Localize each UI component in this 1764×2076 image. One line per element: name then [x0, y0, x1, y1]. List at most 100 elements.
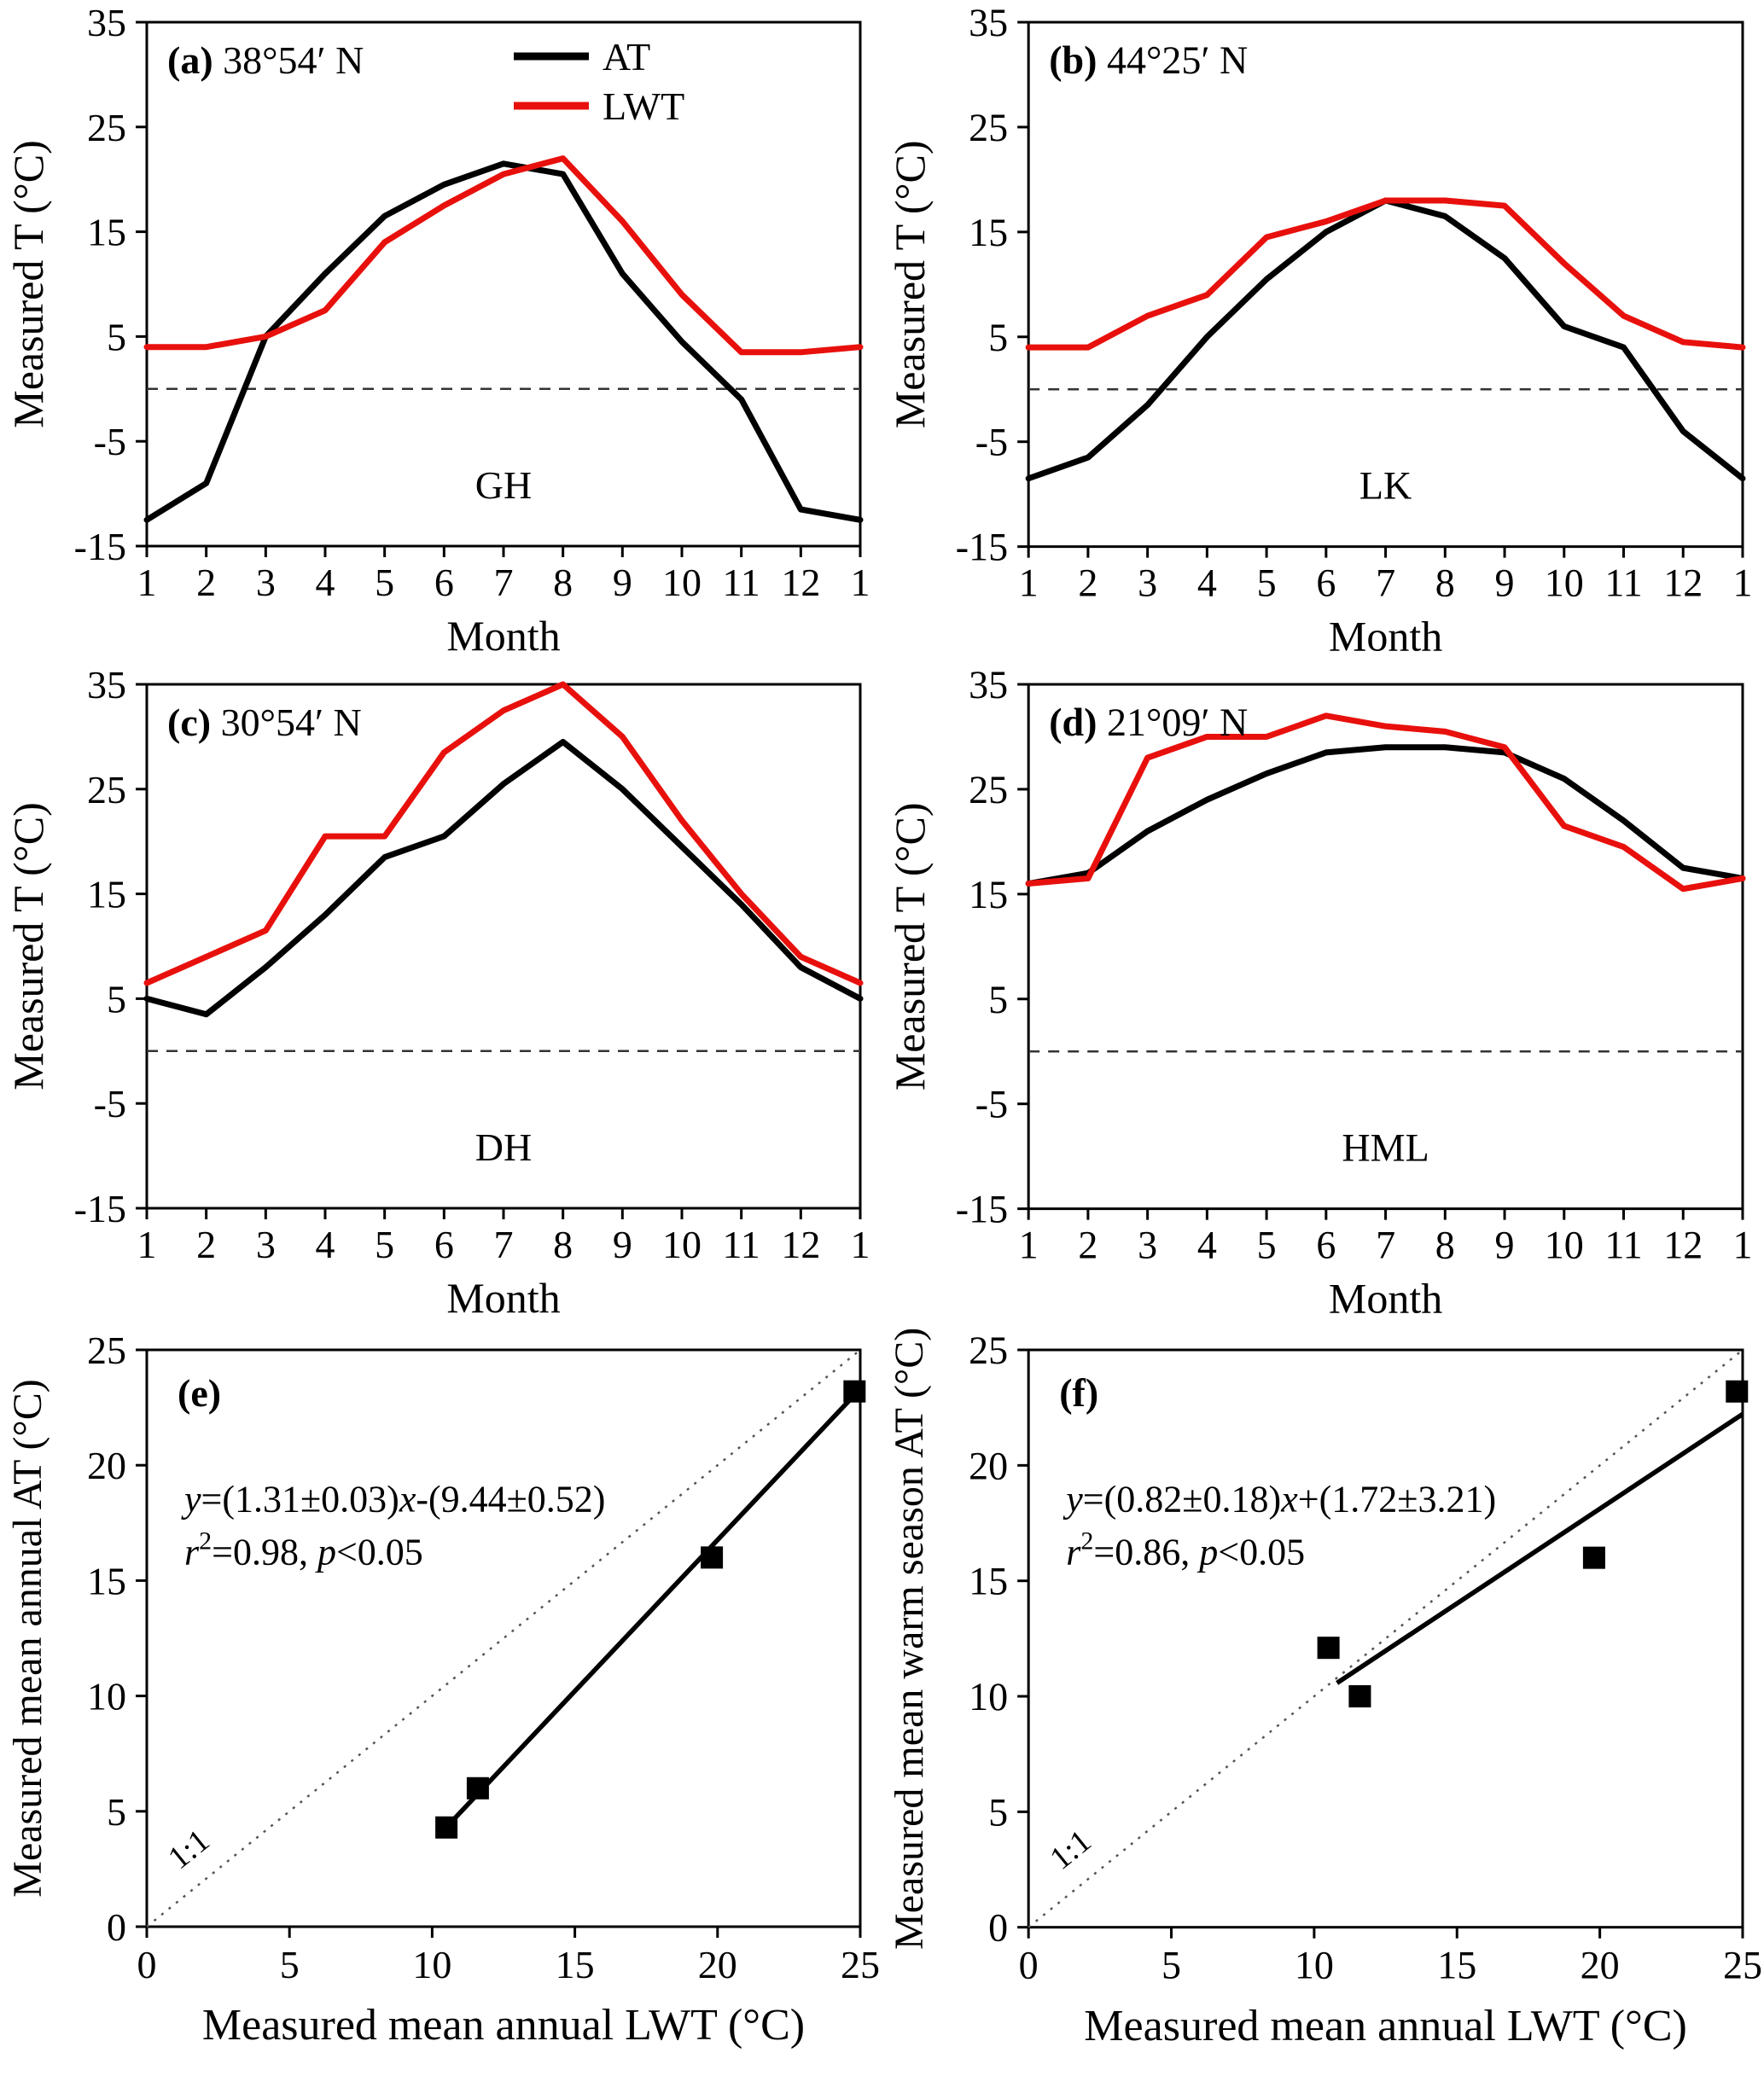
y-tick-label: 0 [107, 1905, 126, 1949]
x-tick-label: 25 [1723, 1943, 1762, 1986]
x-tick-label: 1 [1019, 561, 1039, 605]
x-tick-label: 25 [841, 1943, 880, 1986]
x-tick-label: 3 [1138, 1223, 1157, 1266]
y-tick-label: 15 [87, 211, 126, 254]
legend-label-lwt: LWT [603, 84, 684, 128]
x-tick-label: 7 [1376, 1223, 1395, 1266]
data-point [1318, 1637, 1340, 1659]
data-point [701, 1546, 723, 1568]
y-tick-label: 25 [87, 106, 126, 149]
y-tick-label: -5 [94, 1082, 126, 1125]
y-tick-label: 0 [988, 1905, 1008, 1949]
regression-equation: y=(1.31±0.03)x-(9.44±0.52) [181, 1478, 605, 1520]
x-tick-label: 12 [781, 561, 820, 604]
r-squared-text: r2=0.86, p<0.05 [1066, 1526, 1305, 1573]
x-tick-label: 0 [137, 1943, 157, 1986]
x-axis-label: Month [1329, 1274, 1442, 1322]
x-tick-label: 8 [553, 1223, 573, 1266]
x-tick-label: 5 [375, 1223, 394, 1266]
x-tick-label: 5 [280, 1943, 300, 1986]
x-tick-label: 11 [723, 561, 760, 604]
x-tick-label: 1 [1732, 561, 1752, 605]
y-tick-label: 15 [969, 1559, 1008, 1602]
y-tick-label: 5 [988, 1790, 1008, 1834]
y-tick-label: 5 [107, 315, 126, 358]
x-tick-label: 7 [494, 561, 514, 604]
x-tick-label: 4 [1197, 561, 1217, 605]
x-tick-label: 9 [613, 1223, 632, 1266]
x-tick-label: 8 [553, 561, 573, 604]
panel-label: (a) 38°54′ N [167, 38, 364, 82]
y-tick-label: 35 [87, 1, 126, 44]
x-tick-label: 7 [1376, 561, 1395, 605]
x-tick-label: 10 [1295, 1943, 1334, 1986]
y-tick-label: -15 [956, 1187, 1008, 1230]
y-tick-label: 20 [87, 1444, 126, 1487]
x-tick-label: 0 [1019, 1943, 1039, 1986]
x-tick-label: 15 [556, 1943, 595, 1986]
r-squared-text: r2=0.98, p<0.05 [184, 1526, 423, 1573]
x-tick-label: 1 [137, 561, 157, 604]
x-tick-label: 1 [1019, 1223, 1039, 1266]
x-tick-label: 4 [316, 561, 335, 604]
y-tick-label: 35 [969, 663, 1008, 707]
data-point [467, 1777, 489, 1799]
y-axis-label: Measured T (°C) [4, 802, 52, 1090]
x-tick-label: 6 [434, 1223, 454, 1266]
x-tick-label: 1 [851, 561, 870, 604]
x-tick-label: 6 [434, 561, 454, 604]
y-tick-label: -15 [956, 526, 1008, 569]
y-axis-label: Measured mean warm season AT (°C) [887, 1327, 932, 1949]
y-tick-label: 15 [969, 873, 1008, 916]
panel-label: (f) [1059, 1371, 1098, 1415]
data-point [1726, 1380, 1748, 1402]
y-tick-label: 35 [969, 1, 1008, 44]
x-tick-label: 10 [662, 561, 702, 604]
y-tick-label: 10 [969, 1675, 1008, 1718]
x-tick-label: 10 [1545, 1223, 1584, 1266]
y-axis-label: Measured T (°C) [886, 802, 934, 1090]
legend-label-at: AT [603, 35, 650, 79]
y-tick-label: 25 [969, 106, 1008, 149]
x-tick-label: 11 [1604, 561, 1642, 605]
y-tick-label: 10 [87, 1674, 126, 1718]
x-tick-label: 4 [1197, 1223, 1217, 1266]
x-tick-label: 5 [375, 561, 394, 604]
x-tick-label: 2 [1078, 561, 1097, 605]
panel-label: (c) 30°54′ N [167, 701, 362, 744]
y-tick-label: -15 [74, 1187, 126, 1230]
x-tick-label: 6 [1316, 561, 1336, 605]
x-tick-label: 1 [851, 1223, 870, 1266]
y-tick-label: 15 [87, 1559, 126, 1602]
x-tick-label: 8 [1435, 561, 1455, 605]
y-axis-label: Measured T (°C) [4, 140, 52, 428]
x-tick-label: 20 [698, 1943, 737, 1986]
data-point [1348, 1685, 1371, 1707]
y-tick-label: 25 [969, 1329, 1008, 1372]
x-tick-label: 2 [1078, 1223, 1097, 1266]
x-tick-label: 11 [1604, 1223, 1642, 1266]
y-tick-label: 20 [969, 1444, 1008, 1487]
y-tick-label: -5 [975, 1082, 1008, 1125]
site-label: DH [475, 1125, 532, 1169]
x-tick-label: 11 [723, 1223, 760, 1266]
x-tick-label: 3 [256, 561, 276, 604]
x-tick-label: 8 [1435, 1223, 1455, 1266]
x-tick-label: 2 [196, 1223, 216, 1266]
x-tick-label: 5 [1161, 1943, 1181, 1986]
scatter-chart-annual: 005510101515202025251:1(e)y=(1.31±0.03)x… [0, 1324, 882, 2076]
x-axis-label: Measured mean annual LWT (°C) [202, 2001, 805, 2050]
x-tick-label: 9 [1495, 1223, 1515, 1266]
y-tick-label: 15 [969, 211, 1008, 254]
y-tick-label: 5 [988, 978, 1008, 1021]
data-point [1583, 1546, 1605, 1568]
y-tick-label: 25 [87, 1329, 126, 1372]
x-axis-label: Month [1329, 613, 1442, 660]
